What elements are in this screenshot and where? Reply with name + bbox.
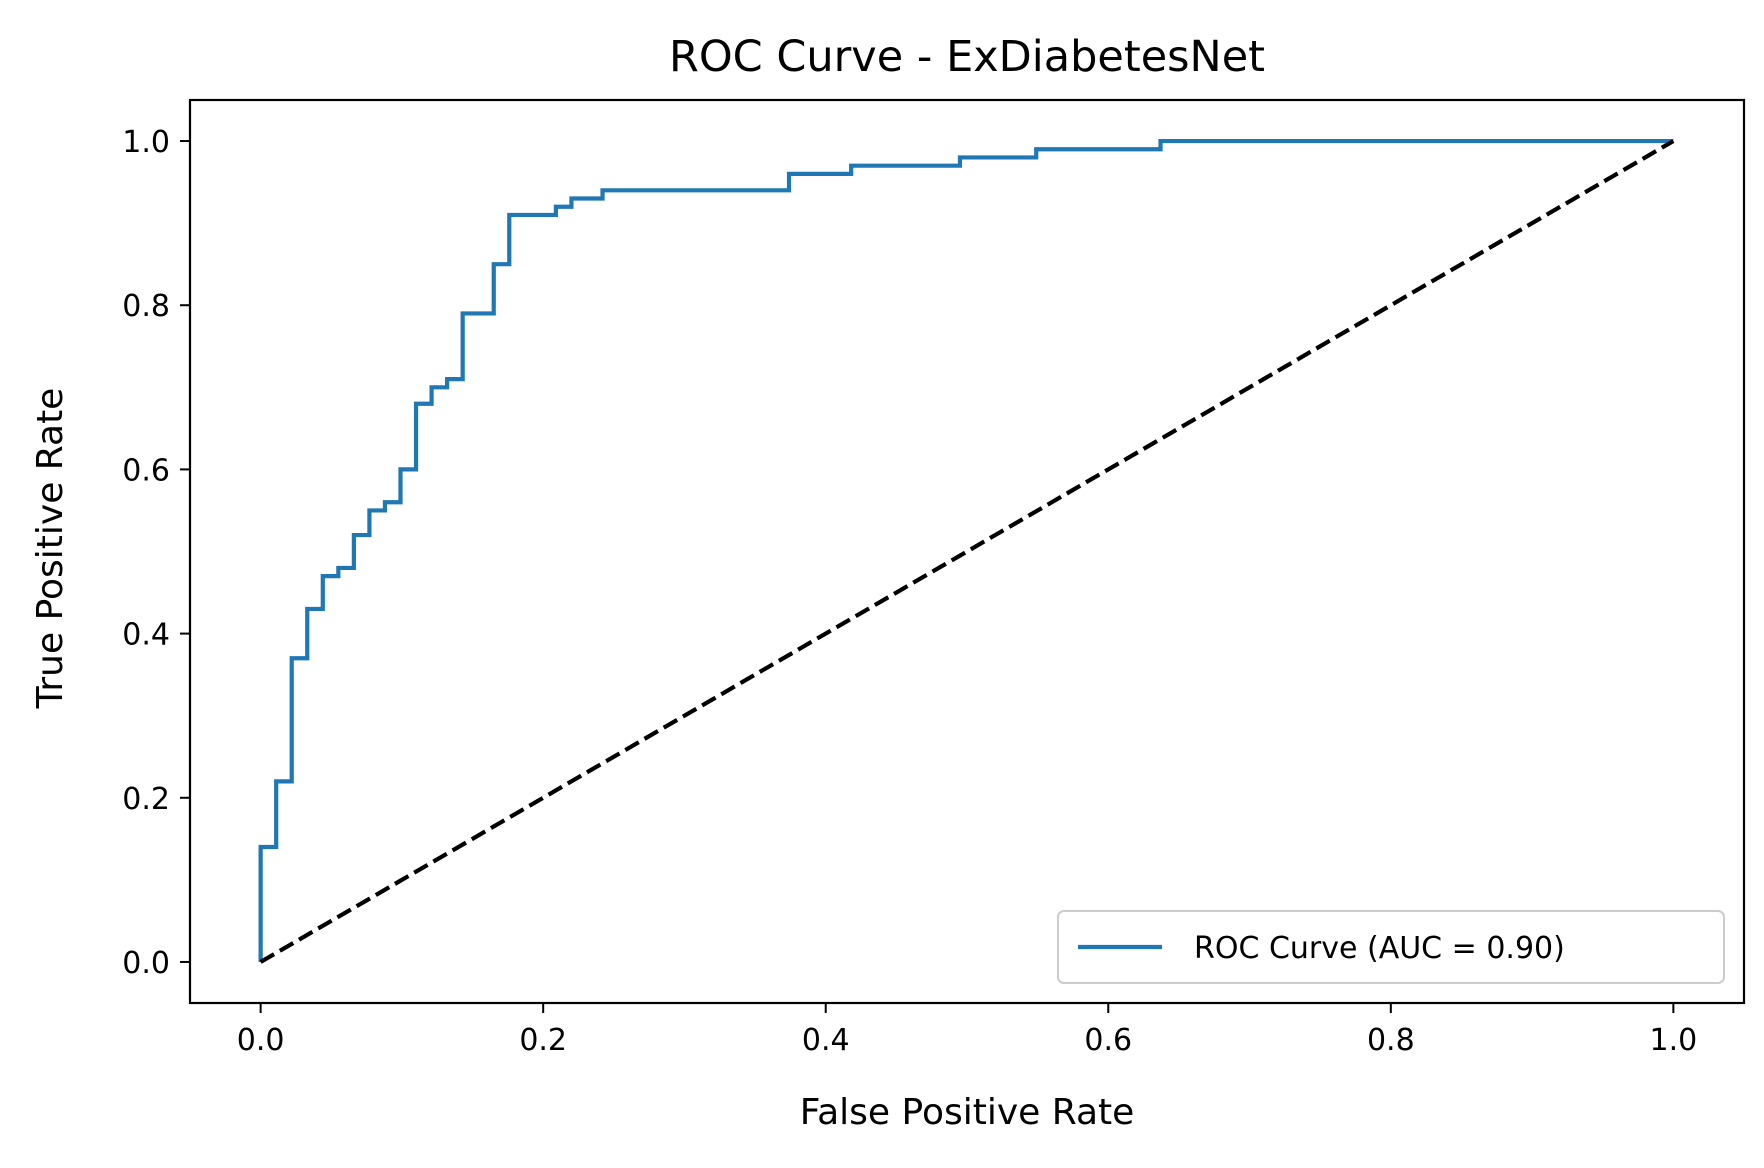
chart-title: ROC Curve - ExDiabetesNet (669, 32, 1265, 82)
y-tick-label: 0.2 (122, 782, 170, 817)
x-axis-label: False Positive Rate (800, 1092, 1135, 1133)
legend: ROC Curve (AUC = 0.90) (1057, 910, 1725, 984)
x-tick-label: 1.0 (1650, 1023, 1698, 1058)
y-tick-label: 1.0 (122, 125, 170, 160)
y-tick-label: 0.6 (122, 453, 170, 488)
legend-box (1057, 910, 1725, 984)
x-tick-label: 0.2 (519, 1023, 567, 1058)
legend-label: ROC Curve (AUC = 0.90) (1194, 931, 1565, 966)
y-axis-label: True Positive Rate (30, 388, 71, 710)
axis-ticks: 0.0 0.2 0.4 0.6 0.8 1.0 0.0 0.2 0.4 0.6 0.8 1.0 (122, 125, 1697, 1058)
roc-curve-line (258, 138, 1674, 962)
x-tick-label: 0.4 (802, 1023, 850, 1058)
y-tick-label: 0.4 (122, 618, 170, 653)
x-tick-label: 0.0 (237, 1023, 285, 1058)
y-tick-label: 0.0 (122, 946, 170, 981)
chance-diagonal-line (259, 139, 1675, 964)
plot-area (188, 98, 1746, 1005)
axes-frame (188, 98, 1746, 1005)
x-tick-label: 0.8 (1367, 1023, 1415, 1058)
x-tick-label: 0.6 (1084, 1023, 1132, 1058)
y-tick-label: 0.8 (122, 289, 170, 324)
